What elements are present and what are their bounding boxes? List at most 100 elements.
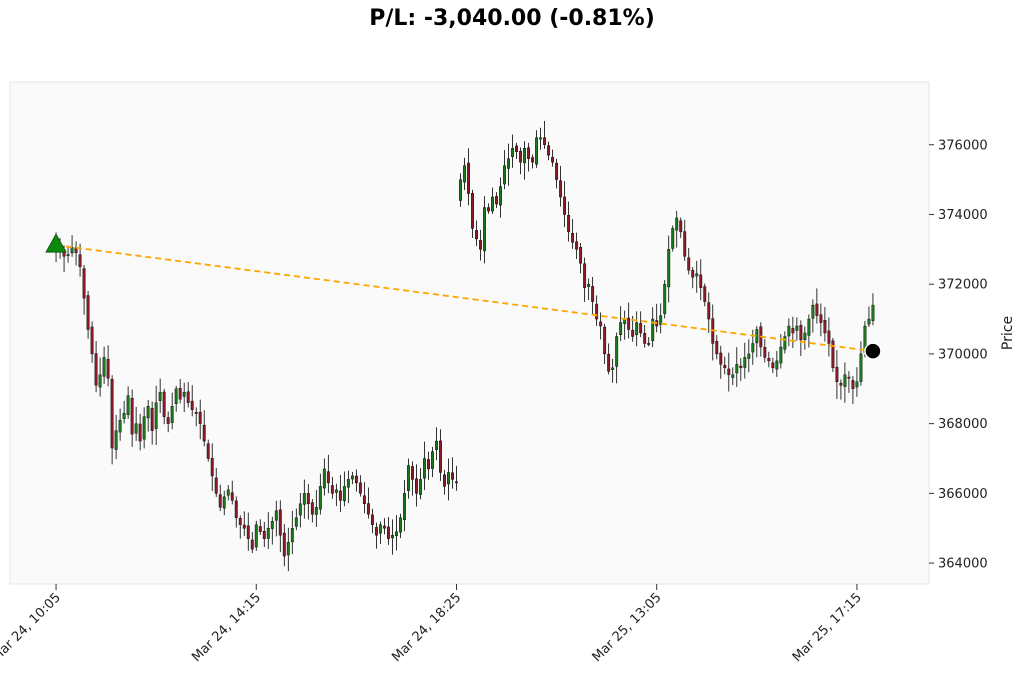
candle-body xyxy=(603,326,607,355)
candle xyxy=(539,127,543,150)
candle-body xyxy=(531,157,535,163)
candle-body xyxy=(106,359,110,379)
candle xyxy=(743,342,747,379)
candle-body xyxy=(471,193,474,229)
candle-body xyxy=(555,162,559,180)
candle xyxy=(531,154,535,169)
x-tick-label: Mar 25, 13:05 xyxy=(590,590,665,665)
candle-body xyxy=(198,411,202,424)
candle-body xyxy=(274,510,278,521)
candle-body xyxy=(839,382,843,386)
candle-body xyxy=(779,346,783,364)
candle-body xyxy=(851,380,855,389)
candle xyxy=(178,379,182,404)
candle-body xyxy=(767,357,771,362)
candle xyxy=(707,292,711,333)
candle-body xyxy=(735,364,739,374)
candle-body xyxy=(142,416,146,440)
candle-body xyxy=(671,228,675,249)
candle-body xyxy=(715,341,719,355)
candle xyxy=(306,484,310,520)
candle xyxy=(739,358,743,381)
candle xyxy=(667,235,671,303)
candle xyxy=(162,388,166,425)
candle xyxy=(427,451,430,480)
candle-body xyxy=(435,440,438,450)
candle xyxy=(98,357,102,397)
candle xyxy=(86,290,90,339)
candle-body xyxy=(483,207,486,252)
candle xyxy=(731,367,735,386)
candle-body xyxy=(831,340,835,369)
candle-body xyxy=(114,430,118,450)
candle-body xyxy=(675,217,679,231)
candle-body xyxy=(214,477,218,494)
candle-body xyxy=(258,526,262,532)
candle xyxy=(419,468,422,500)
candle xyxy=(523,141,527,180)
candle-body xyxy=(819,314,823,323)
candle xyxy=(663,280,667,319)
candle-body xyxy=(663,283,667,314)
candle-body xyxy=(751,343,755,353)
candle-body xyxy=(306,493,310,505)
candle-body xyxy=(170,406,174,423)
candle xyxy=(358,475,362,497)
candle xyxy=(198,399,202,440)
candle xyxy=(362,482,366,514)
x-axis: Mar 24, 10:05 Mar 24, 14:15 Mar 24, 18:25 M… xyxy=(0,584,865,665)
candle xyxy=(799,320,803,357)
candle xyxy=(607,343,611,375)
candle-body xyxy=(587,283,591,287)
candle xyxy=(843,362,847,403)
candle-body xyxy=(823,320,827,334)
candle xyxy=(455,465,458,491)
candle-body xyxy=(783,336,787,350)
candle-body xyxy=(687,257,691,271)
candle xyxy=(346,470,350,504)
candle xyxy=(835,350,839,399)
candle-body xyxy=(410,466,414,480)
candle xyxy=(423,441,426,490)
candle xyxy=(867,306,871,328)
candle xyxy=(507,143,510,186)
candle xyxy=(415,464,418,507)
candle xyxy=(134,406,138,441)
candle-body xyxy=(615,336,619,367)
candle-body xyxy=(507,158,510,169)
candle xyxy=(338,474,342,512)
candle-body xyxy=(447,472,450,485)
candle xyxy=(563,181,567,228)
candle-body xyxy=(799,325,803,341)
candle xyxy=(70,235,74,257)
candle-body xyxy=(747,353,751,359)
candle-body xyxy=(599,321,603,327)
candle-body xyxy=(126,395,130,415)
candle-body xyxy=(166,417,170,424)
candle xyxy=(635,311,639,347)
candle xyxy=(787,318,791,347)
candle-body xyxy=(162,391,166,417)
candle-body xyxy=(366,503,370,515)
candle-body xyxy=(647,343,651,345)
candle-body xyxy=(342,486,346,502)
candle xyxy=(174,385,178,412)
candle xyxy=(378,521,382,544)
candle-body xyxy=(611,367,615,370)
candle-body xyxy=(186,391,190,403)
candle-body xyxy=(386,526,390,539)
candle xyxy=(374,522,378,549)
candle-body xyxy=(467,162,470,194)
candle-body xyxy=(631,329,635,337)
candle-body xyxy=(298,503,302,516)
candle-body xyxy=(855,381,859,388)
candle-body xyxy=(707,302,711,320)
candle-body xyxy=(591,286,595,302)
candle-body xyxy=(90,326,94,355)
candle-body xyxy=(527,147,531,159)
candle xyxy=(314,490,318,527)
candle xyxy=(322,458,326,496)
candle xyxy=(747,339,751,373)
candle xyxy=(627,302,631,339)
candle-body xyxy=(378,524,382,534)
